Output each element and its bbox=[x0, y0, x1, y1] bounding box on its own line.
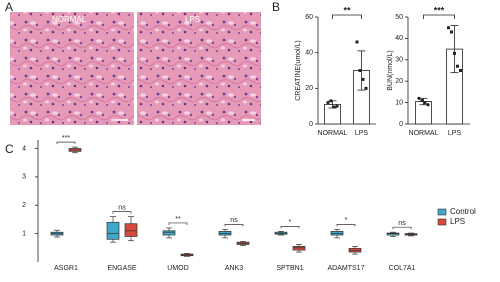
data-point bbox=[361, 77, 365, 81]
data-point bbox=[358, 69, 362, 72]
y-tick-label: 20 bbox=[305, 85, 313, 92]
data-point bbox=[326, 101, 330, 105]
panel-label: A bbox=[5, 0, 13, 14]
box bbox=[274, 231, 288, 235]
image-label: LPS bbox=[185, 15, 200, 24]
data-point bbox=[426, 103, 430, 107]
significance-label: * bbox=[289, 219, 292, 226]
y-axis-label: BUN(nmol/L) bbox=[387, 50, 394, 90]
legend-label: LPS bbox=[450, 217, 465, 226]
data-point bbox=[447, 26, 450, 30]
box bbox=[330, 231, 344, 236]
significance-label: ns bbox=[118, 204, 126, 211]
y-tick-label: 50 bbox=[395, 14, 403, 21]
significance-bracket bbox=[168, 222, 188, 225]
data-point bbox=[417, 96, 421, 100]
x-tick-label: ADAMTS17 bbox=[328, 265, 365, 272]
y-tick-label: 30 bbox=[395, 57, 403, 64]
y-tick-label: 3 bbox=[22, 174, 26, 181]
x-tick-label: SPTBN1 bbox=[276, 265, 303, 272]
y-tick-label: 60 bbox=[305, 14, 313, 21]
legend-swatch bbox=[437, 218, 447, 226]
y-tick-label: 0 bbox=[399, 121, 403, 128]
significance-label: * bbox=[345, 217, 348, 224]
y-tick-label: 40 bbox=[305, 50, 313, 57]
x-tick-label: COL7A1 bbox=[389, 265, 416, 272]
data-point bbox=[450, 30, 453, 34]
box bbox=[162, 230, 176, 236]
y-tick-label: 4 bbox=[22, 145, 26, 152]
x-tick-label: NORMAL bbox=[409, 130, 439, 137]
significance-bracket bbox=[332, 14, 362, 19]
y-tick-label: 40 bbox=[395, 35, 403, 42]
box bbox=[218, 231, 232, 236]
x-tick-label: LPS bbox=[355, 130, 369, 137]
histology-image bbox=[10, 12, 134, 125]
data-point bbox=[453, 51, 456, 55]
x-tick-label: LPS bbox=[448, 130, 462, 137]
data-point bbox=[420, 98, 424, 103]
x-tick-label: ANK3 bbox=[225, 265, 243, 272]
significance-label: ** bbox=[343, 5, 351, 15]
significance-label: ns bbox=[398, 220, 406, 227]
data-point bbox=[423, 101, 427, 105]
data-point bbox=[332, 105, 336, 109]
box bbox=[292, 246, 306, 251]
data-point bbox=[335, 104, 339, 108]
panel-label: C bbox=[5, 142, 14, 156]
significance-bracket bbox=[336, 224, 356, 227]
significance-label: ns bbox=[230, 217, 238, 224]
significance-label: *** bbox=[62, 135, 70, 142]
data-point bbox=[355, 40, 359, 44]
box bbox=[106, 221, 120, 240]
y-tick-label: 0 bbox=[309, 121, 313, 128]
panel-label: B bbox=[272, 0, 280, 14]
legend-label: Control bbox=[450, 207, 476, 216]
x-tick-label: ASGR1 bbox=[54, 265, 78, 272]
significance-bracket bbox=[423, 14, 455, 19]
data-point bbox=[329, 99, 333, 103]
box bbox=[124, 223, 138, 237]
y-tick-label: 10 bbox=[395, 99, 403, 106]
significance-bracket bbox=[224, 224, 244, 227]
data-point bbox=[456, 64, 459, 68]
significance-bracket bbox=[280, 226, 300, 229]
box bbox=[348, 248, 362, 253]
significance-bracket bbox=[56, 141, 76, 145]
x-tick-label: NORMAL bbox=[318, 130, 348, 137]
box bbox=[386, 232, 400, 236]
data-point bbox=[459, 69, 462, 72]
histology-image bbox=[137, 12, 261, 125]
legend-swatch bbox=[437, 208, 447, 216]
y-tick-label: 20 bbox=[395, 78, 403, 85]
y-axis-label: CREATINE(umol/L) bbox=[295, 40, 302, 101]
significance-bracket bbox=[392, 226, 412, 230]
significance-label: *** bbox=[434, 5, 445, 15]
x-tick-label: UMOD bbox=[167, 265, 188, 272]
y-tick-label: 1 bbox=[22, 230, 26, 237]
x-tick-label: ENGASE bbox=[107, 265, 137, 272]
image-label: NORMAL bbox=[52, 15, 87, 24]
significance-label: ** bbox=[175, 216, 181, 223]
significance-bracket bbox=[112, 211, 132, 214]
y-tick-label: 2 bbox=[22, 202, 26, 209]
data-point bbox=[364, 86, 368, 90]
